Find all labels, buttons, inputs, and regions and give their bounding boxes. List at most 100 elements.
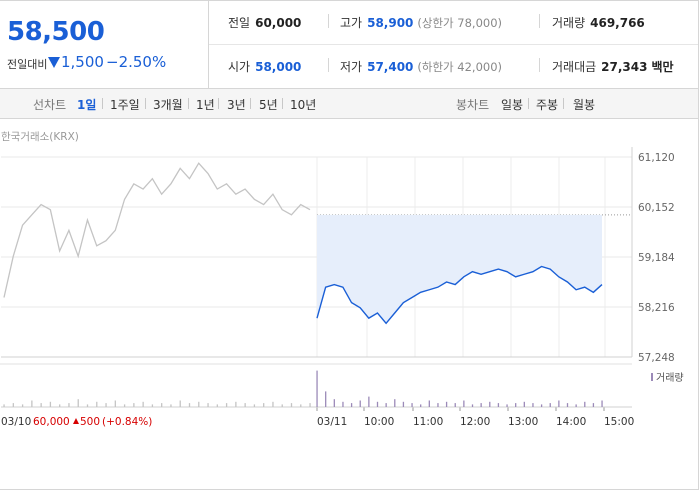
prev-volume-bar: [300, 404, 302, 407]
y-tick-label: 57,248: [638, 352, 675, 364]
current-volume-bar: [342, 401, 344, 407]
current-volume-bar: [515, 403, 517, 407]
current-volume-bar: [402, 401, 405, 407]
prev-volume-bar: [151, 404, 154, 407]
x-tick-label: 15:00: [604, 416, 634, 428]
tab-1y[interactable]: 1년: [196, 98, 215, 112]
y-tick-label: 60,152: [638, 202, 675, 214]
prev-volume-bar: [133, 403, 135, 407]
volume-legend-swatch: [651, 373, 653, 381]
prev-volume-bar: [281, 404, 283, 407]
current-price: 58,500: [7, 17, 105, 47]
prev-volume-bar: [225, 403, 228, 407]
current-volume-bar: [316, 370, 318, 407]
prev-volume-bar: [207, 403, 209, 407]
x-tick-label: 10:00: [364, 416, 394, 428]
current-volume-bar: [532, 403, 534, 407]
tab-3y[interactable]: 3년: [227, 98, 246, 112]
current-volume-bar: [325, 391, 327, 407]
prev-volume-bar: [31, 400, 33, 407]
amount-stat: 거래대금 27,343 백만: [552, 60, 674, 74]
x-tick-label: 03/10: [1, 416, 31, 428]
current-volume-bar: [489, 401, 491, 407]
prev-volume-bar: [244, 403, 246, 407]
prev-volume-bar: [198, 401, 200, 407]
high-price: 고가 58,900 (상한가 78,000): [340, 16, 503, 30]
volume-stat: 거래량 469,766: [552, 16, 645, 30]
stats-row-1: 전일 60,000 고가 58,900 (상한가 78,000) 거래량 469,766: [209, 0, 698, 45]
current-volume-bar: [523, 401, 525, 407]
prev-volume-bar: [235, 401, 237, 407]
source-label: 한국거래소(KRX): [1, 131, 79, 143]
y-tick-label: 59,184: [638, 252, 675, 264]
volume-legend: 거래량: [656, 372, 684, 384]
price-chart: 한국거래소(KRX) 61,120 60,152 59,184 58,216 57,248…: [0, 131, 684, 428]
current-day-area: [317, 214, 602, 324]
x-tick-label: 12:00: [460, 416, 490, 428]
down-arrow-icon: [48, 57, 60, 68]
tab-5y[interactable]: 5년: [259, 98, 278, 112]
prev-volume-bar: [59, 404, 61, 407]
prev-volume-bar: [3, 404, 5, 407]
current-volume-bar: [368, 396, 370, 407]
current-volume-bar: [333, 399, 335, 407]
current-volume-bar: [566, 403, 569, 407]
prev-volume-bar: [272, 401, 274, 407]
tab-monthly-candle[interactable]: 월봉: [573, 98, 596, 112]
current-volume-bar: [376, 401, 379, 407]
prev-volume-bar: [161, 403, 163, 407]
current-volume-bar: [471, 404, 474, 407]
prev-change-note: 500: [80, 416, 100, 428]
prev-volume-bar: [216, 404, 218, 407]
current-volume-bar: [463, 400, 465, 407]
current-volume-bar: [420, 404, 422, 407]
prev-volume-bar: [49, 401, 52, 407]
current-volume-bar: [428, 400, 430, 407]
current-volume-bar: [601, 400, 603, 407]
prev-volume-bar: [77, 399, 79, 407]
tab-daily-candle[interactable]: 일봉: [501, 98, 524, 112]
prev-volume-bar: [170, 404, 172, 407]
current-volume-bar: [575, 404, 577, 407]
x-tick-label: 11:00: [413, 416, 443, 428]
current-volume-bar: [394, 399, 396, 407]
prev-volume-bar: [253, 404, 256, 407]
tab-weekly-candle[interactable]: 주봉: [536, 98, 559, 112]
tab-10y[interactable]: 10년: [290, 98, 317, 112]
current-volume-bar: [454, 403, 456, 407]
x-tick-label: 13:00: [508, 416, 538, 428]
tab-1d[interactable]: 1일: [77, 98, 97, 112]
tab-1w[interactable]: 1주일: [110, 98, 140, 112]
y-tick-label: 58,216: [638, 302, 675, 314]
x-tick-label: 03/11: [317, 416, 347, 428]
current-volume-bar: [385, 403, 387, 407]
prev-volume-bar: [290, 403, 293, 407]
prev-volume-bar: [12, 403, 14, 407]
tab-3m[interactable]: 3개월: [153, 98, 183, 112]
low-price: 저가 57,400 (하한가 42,000): [340, 60, 503, 74]
period-tabs: 선차트 1일 1주일 3개월 1년 3년 5년 10년 봉차트 일봉 주봉 월봉: [0, 89, 698, 119]
prev-volume-bar: [105, 403, 107, 407]
x-tick-label: 14:00: [556, 416, 586, 428]
prev-volume-bar: [40, 403, 42, 407]
prev-close-note: 60,000: [33, 416, 70, 428]
prev-volume-bar: [179, 400, 181, 407]
prev-volume-bar: [114, 400, 116, 407]
stats-row-2: 시가 58,000 저가 57,400 (하한가 42,000) 거래대금 27,343…: [209, 44, 698, 88]
current-volume-bar: [540, 404, 543, 407]
current-volume-bar: [437, 403, 439, 407]
change-percent: −2.50%: [106, 53, 167, 71]
prev-volume-bar: [86, 404, 89, 407]
candle-chart-label: 봉차트: [456, 98, 490, 112]
prev-volume-bar: [263, 403, 265, 407]
current-volume-bar: [592, 403, 595, 407]
quote-panel: 58,500 전일대비 1,500 −2.50% 전일 60,000 고가 58,9…: [0, 0, 698, 89]
current-volume-bar: [445, 401, 448, 407]
change-label: 전일대비: [7, 58, 48, 71]
up-triangle-icon: [73, 418, 79, 424]
prev-volume-bar: [188, 403, 191, 407]
prev-percent-note: (+0.84%): [102, 416, 152, 428]
current-volume-bar: [480, 403, 482, 407]
prev-volume-bar: [123, 404, 126, 407]
prev-volume-bar: [309, 403, 311, 407]
